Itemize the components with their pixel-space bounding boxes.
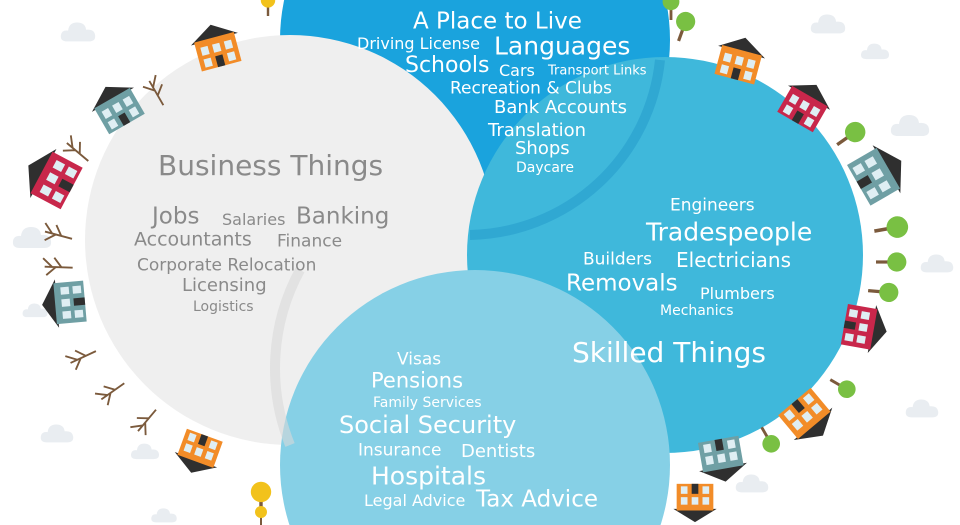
bare-tree-icon (63, 341, 101, 373)
living-recreation-clubs: Recreation & Clubs (450, 78, 612, 99)
business-accountants: Accountants (134, 228, 252, 251)
skilled-builders: Builders (583, 249, 652, 270)
living-daycare: Daycare (516, 160, 574, 176)
cloud-icon (810, 14, 846, 34)
house-icon (694, 435, 750, 486)
living-languages: Languages (494, 31, 631, 61)
cloud-icon (12, 227, 52, 248)
personal-pensions: Pensions (371, 368, 464, 393)
skilled-electricians: Electricians (676, 248, 792, 272)
house-icon (673, 483, 717, 523)
skilled-mechanics: Mechanics (660, 303, 734, 319)
cloud-icon (60, 22, 96, 42)
personal-tax-advice: Tax Advice (476, 486, 598, 513)
cloud-icon (905, 399, 939, 418)
business-corporate-relocation: Corporate Relocation (137, 255, 317, 276)
house-icon (170, 427, 226, 481)
business-overlap-arc (270, 267, 305, 447)
personal-social-security: Social Security (339, 411, 517, 439)
cloud-icon (40, 424, 74, 443)
tree-icon (876, 252, 907, 272)
skilled-tradespeople: Tradespeople (646, 217, 813, 247)
business-title: Business Things (158, 149, 384, 182)
skilled-plumbers: Plumbers (700, 284, 775, 303)
cloud-icon (130, 443, 160, 460)
tree-icon (669, 9, 698, 45)
living-cars: Cars (499, 61, 535, 80)
bare-tree-icon (128, 402, 164, 439)
living-transport-links: Transport Links (548, 63, 647, 79)
skilled-removals: Removals (566, 270, 678, 297)
personal-circle (280, 270, 670, 525)
living-shops: Shops (515, 138, 570, 159)
tree-icon (872, 214, 910, 242)
business-banking: Banking (296, 203, 390, 230)
personal-visas: Visas (397, 349, 442, 370)
tree-icon (831, 117, 870, 154)
tree-icon (867, 281, 900, 303)
house-icon (39, 276, 87, 330)
living-a-place-to-live: A Place to Live (413, 8, 582, 35)
personal-legal-advice: Legal Advice (364, 491, 466, 510)
cloud-icon (151, 508, 177, 523)
business-finance: Finance (277, 231, 343, 252)
personal-insurance: Insurance (358, 440, 442, 461)
skilled-title: Skilled Things (572, 336, 766, 369)
living-overlap-arc (469, 59, 665, 240)
cloud-icon (735, 474, 769, 493)
bare-tree-icon (93, 374, 131, 409)
house-icon (840, 300, 891, 356)
personal-hospitals: Hospitals (371, 461, 487, 491)
business-salaries: Salaries (222, 210, 286, 229)
house-icon (15, 140, 85, 214)
venn-circles (85, 0, 863, 525)
business-jobs: Jobs (152, 203, 200, 230)
tree-icon (825, 372, 859, 402)
cloud-icon (920, 254, 954, 273)
tree-icon (255, 506, 267, 525)
cloud-icon (890, 115, 930, 136)
business-licensing: Licensing (182, 275, 267, 296)
personal-dentists: Dentists (461, 441, 536, 462)
house-icon (844, 136, 916, 210)
tree-icon (260, 0, 276, 16)
living-translation: Translation (488, 120, 587, 141)
bare-tree-icon (41, 256, 74, 277)
living-driving-license: Driving License (357, 34, 480, 53)
skilled-engineers: Engineers (670, 195, 755, 216)
living-bank-accounts: Bank Accounts (494, 97, 627, 118)
living-schools: Schools (405, 53, 490, 78)
personal-family-services: Family Services (373, 395, 482, 411)
cloud-icon (860, 43, 890, 60)
business-logistics: Logistics (193, 299, 254, 315)
